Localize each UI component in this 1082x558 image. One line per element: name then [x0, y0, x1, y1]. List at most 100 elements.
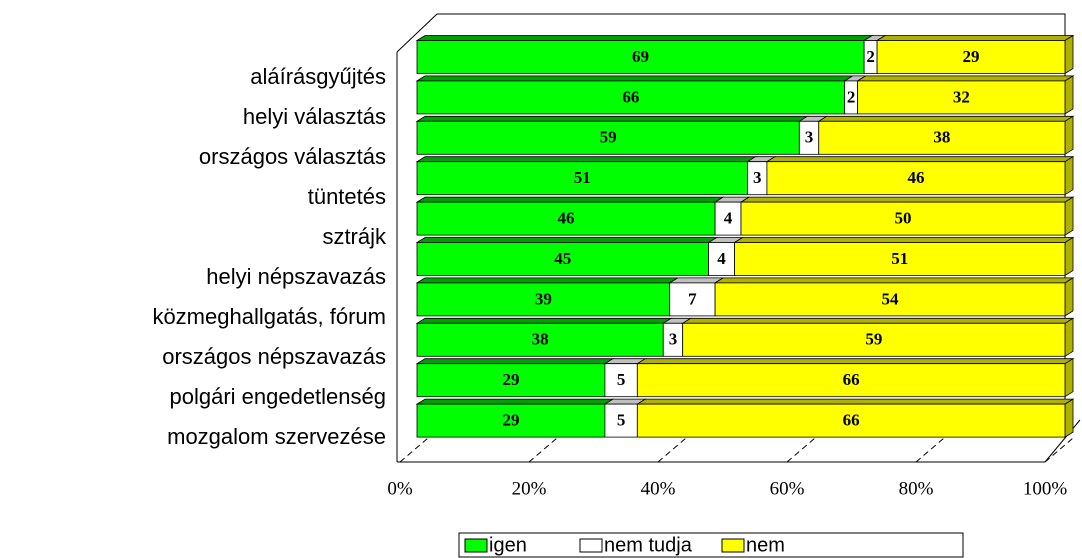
- bar: [714, 201, 742, 236]
- bar: [604, 403, 638, 438]
- bar-top: [681, 317, 1075, 324]
- bar-top: [415, 75, 855, 82]
- bar-top: [415, 196, 725, 203]
- category-label: tüntetés: [308, 184, 386, 209]
- legend-swatch: [579, 538, 603, 553]
- value-label: 3: [753, 168, 762, 187]
- bar-top: [739, 196, 1075, 203]
- legend-box: [458, 532, 964, 558]
- bar-side: [1064, 398, 1074, 438]
- value-label: 3: [669, 330, 678, 349]
- bar-top: [415, 317, 673, 324]
- x-tick-label: 60%: [770, 478, 805, 499]
- legend-swatch: [464, 538, 488, 553]
- grid-line: [399, 437, 429, 463]
- legend-label: nem: [746, 534, 785, 556]
- category-label: helyi népszavazás: [206, 264, 386, 289]
- bar: [416, 201, 716, 236]
- bar: [876, 40, 1066, 74]
- value-label: 29: [963, 47, 980, 66]
- x-tick-label: 0%: [387, 478, 413, 499]
- bar-side: [1064, 357, 1074, 398]
- value-label: 5: [617, 411, 626, 430]
- bar: [416, 242, 710, 276]
- value-label: 51: [891, 249, 908, 268]
- bar-side: [1064, 155, 1074, 196]
- bar-top: [875, 35, 1075, 41]
- bar: [636, 363, 1066, 398]
- bar: [416, 161, 748, 196]
- bar: [734, 242, 1066, 276]
- bar-top: [635, 398, 1075, 405]
- bar-side: [1064, 277, 1074, 317]
- bar-top: [415, 277, 680, 284]
- bar-top: [733, 237, 1075, 243]
- value-label: 45: [554, 249, 571, 268]
- floor-edge: [1044, 419, 1081, 463]
- bar-top: [817, 115, 1075, 122]
- value-label: 66: [843, 370, 860, 389]
- bar-top: [668, 277, 725, 284]
- bar-top: [635, 358, 1075, 365]
- bar-top: [415, 35, 874, 41]
- bar: [416, 120, 800, 155]
- value-label: 5: [617, 370, 626, 389]
- category-label: helyi választás: [243, 104, 386, 129]
- value-label: 66: [622, 87, 639, 106]
- value-label: 46: [558, 209, 575, 228]
- category-label: országos népszavazás: [162, 344, 386, 369]
- category-label: közmeghallgatás, fórum: [152, 304, 386, 329]
- grid-line: [786, 437, 816, 463]
- value-label: 2: [866, 47, 875, 66]
- bar: [714, 282, 1066, 317]
- category-label: sztrájk: [322, 224, 387, 249]
- value-label: 4: [717, 249, 726, 268]
- bar: [416, 80, 846, 115]
- bar: [682, 322, 1066, 357]
- value-label: 38: [532, 330, 549, 349]
- bar-top: [415, 358, 615, 365]
- value-label: 3: [805, 128, 814, 147]
- bar: [416, 322, 664, 357]
- legend-label: nem tudja: [604, 534, 693, 556]
- legend-label: igen: [489, 534, 527, 556]
- bar-side: [1064, 115, 1074, 156]
- bar-side: [1064, 236, 1074, 277]
- bar-top: [415, 398, 615, 405]
- x-tick-label: 40%: [641, 478, 676, 499]
- category-label: mozgalom szervezése: [167, 424, 386, 449]
- x-tick-label: 100%: [1023, 478, 1068, 499]
- value-label: 7: [688, 289, 697, 308]
- bar-top: [713, 277, 1075, 284]
- bar-top: [765, 156, 1075, 163]
- value-label: 4: [724, 209, 733, 228]
- bar-top: [415, 115, 809, 122]
- value-label: 2: [847, 87, 856, 106]
- value-label: 51: [574, 168, 591, 187]
- bar-side: [1064, 75, 1074, 115]
- value-label: 59: [865, 330, 882, 349]
- x-tick-label: 80%: [899, 478, 934, 499]
- grid-line: [657, 437, 687, 463]
- value-label: 54: [882, 289, 900, 308]
- grid-line: [915, 437, 945, 463]
- grid-line: [1044, 437, 1074, 463]
- bar: [669, 282, 716, 317]
- category-label: országos választás: [199, 144, 386, 169]
- category-label: aláírásgyűjtés: [250, 64, 386, 89]
- value-label: 29: [502, 370, 519, 389]
- bar-side: [1064, 317, 1074, 358]
- bar: [636, 403, 1066, 438]
- grid-line: [528, 437, 558, 463]
- legend-swatch: [721, 538, 745, 553]
- value-label: 32: [953, 87, 970, 106]
- value-label: 39: [535, 289, 552, 308]
- category-label: polgári engedetlenség: [169, 384, 386, 409]
- value-label: 29: [502, 411, 519, 430]
- bar: [416, 363, 606, 398]
- bar-side: [1064, 196, 1074, 236]
- value-label: 38: [933, 128, 950, 147]
- bar-top: [415, 237, 718, 243]
- bar-top: [856, 75, 1075, 82]
